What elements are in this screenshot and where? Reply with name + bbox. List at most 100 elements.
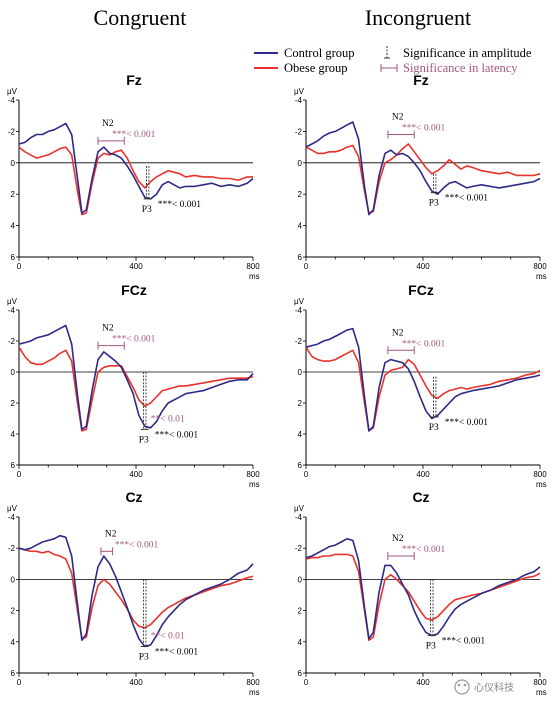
y-unit-label: μV <box>7 297 18 306</box>
x-tick-label: 400 <box>129 262 143 271</box>
y-tick-label: 0 <box>298 159 303 168</box>
p3-amplitude-marker <box>143 165 152 200</box>
p3-stat-latency: **< 0.01 <box>151 414 185 424</box>
y-tick-label: 6 <box>11 461 16 470</box>
y-tick-label: -2 <box>295 127 303 136</box>
x-unit-label: ms <box>536 480 547 489</box>
y-tick-label: 4 <box>11 430 16 439</box>
x-tick-label: 0 <box>17 678 22 687</box>
y-tick-label: -2 <box>8 544 16 553</box>
p3-amplitude-marker <box>140 579 149 647</box>
x-unit-label: ms <box>249 272 260 281</box>
p3-label: P3 <box>426 642 436 652</box>
p3-stat: ***< 0.001 <box>155 647 199 657</box>
panel-title: Fz <box>413 72 429 88</box>
x-tick-label: 400 <box>129 678 143 687</box>
series-obese-line <box>305 346 541 432</box>
p3-amplitude-marker <box>430 173 439 194</box>
y-tick-label: 2 <box>11 399 16 408</box>
y-tick-label: 6 <box>11 253 16 262</box>
y-tick-label: 2 <box>298 399 303 408</box>
p3-label: P3 <box>139 435 149 445</box>
legend-amplitude-marker <box>384 46 390 59</box>
x-tick-label: 0 <box>304 470 309 479</box>
y-tick-label: 6 <box>298 461 303 470</box>
y-tick-label: -2 <box>8 127 16 136</box>
y-tick-label: 2 <box>11 190 16 199</box>
x-tick-label: 800 <box>533 470 547 479</box>
n2-latency-bar <box>100 547 114 556</box>
x-tick-label: 800 <box>246 262 260 271</box>
n2-label: N2 <box>102 324 114 334</box>
n2-latency-bar <box>97 136 125 145</box>
x-tick-label: 800 <box>533 678 547 687</box>
panel-title: FCz <box>121 282 147 298</box>
watermark-text: 心仪科技 <box>474 681 514 694</box>
y-tick-label: -2 <box>295 544 303 553</box>
series-control-line <box>305 327 541 432</box>
series-obese-line <box>18 346 254 432</box>
n2-label: N2 <box>102 119 114 129</box>
n2-label: N2 <box>392 328 404 338</box>
p3-label: P3 <box>142 205 152 215</box>
x-unit-label: ms <box>249 480 260 489</box>
x-tick-label: 800 <box>246 678 260 687</box>
y-tick-label: 6 <box>298 669 303 678</box>
panel-title: Fz <box>126 72 142 88</box>
watermark: 心仪科技 <box>454 679 514 695</box>
y-tick-label: -4 <box>8 306 16 315</box>
legend: Control group Obese group Significance i… <box>254 46 532 75</box>
x-unit-label: ms <box>536 688 547 697</box>
x-tick-label: 400 <box>416 470 430 479</box>
y-tick-label: 4 <box>11 222 16 231</box>
y-unit-label: μV <box>294 87 305 96</box>
y-tick-label: -4 <box>295 513 303 522</box>
n2-latency-bar <box>387 552 415 560</box>
column-title-congruent: Congruent <box>94 5 187 30</box>
y-tick-label: -4 <box>295 306 303 315</box>
y-tick-label: 2 <box>298 607 303 616</box>
y-tick-label: 0 <box>11 159 16 168</box>
p3-amplitude-marker <box>430 376 439 418</box>
x-tick-label: 400 <box>416 262 430 271</box>
y-tick-label: 0 <box>11 575 16 584</box>
panel-title: Cz <box>412 489 429 505</box>
n2-stat: ***< 0.001 <box>112 130 156 140</box>
series-obese-line <box>18 146 253 216</box>
n2-stat: ***< 0.001 <box>115 540 159 550</box>
n2-latency-bar <box>387 130 415 139</box>
p3-amplitude-marker <box>427 579 436 637</box>
column-title-incongruent: Incongruent <box>365 5 471 30</box>
p3-label: P3 <box>429 423 439 433</box>
series-obese-line <box>18 547 254 640</box>
n2-stat: ***< 0.001 <box>402 339 446 349</box>
x-tick-label: 400 <box>416 678 430 687</box>
series-control-line <box>305 537 541 640</box>
y-tick-label: -4 <box>8 513 16 522</box>
series-control-line <box>18 324 254 431</box>
y-tick-label: 0 <box>11 368 16 377</box>
series-control-line <box>305 121 541 216</box>
panel-title: FCz <box>408 282 434 298</box>
y-unit-label: μV <box>7 87 18 96</box>
panel-title: Cz <box>125 489 142 505</box>
n2-stat: ***< 0.001 <box>402 545 446 555</box>
p3-stat-latency: **< 0.01 <box>151 631 185 641</box>
x-tick-label: 0 <box>304 678 309 687</box>
legend-amplitude-label: Significance in amplitude <box>403 46 532 60</box>
x-tick-label: 400 <box>129 470 143 479</box>
y-tick-label: -2 <box>8 337 16 346</box>
series-obese-line <box>305 143 541 214</box>
y-tick-label: -4 <box>8 96 16 105</box>
series-control-line <box>18 534 254 648</box>
x-tick-label: 800 <box>246 470 260 479</box>
legend-obese-label: Obese group <box>284 61 348 75</box>
y-tick-label: 2 <box>11 607 16 616</box>
p3-label: P3 <box>429 199 439 209</box>
